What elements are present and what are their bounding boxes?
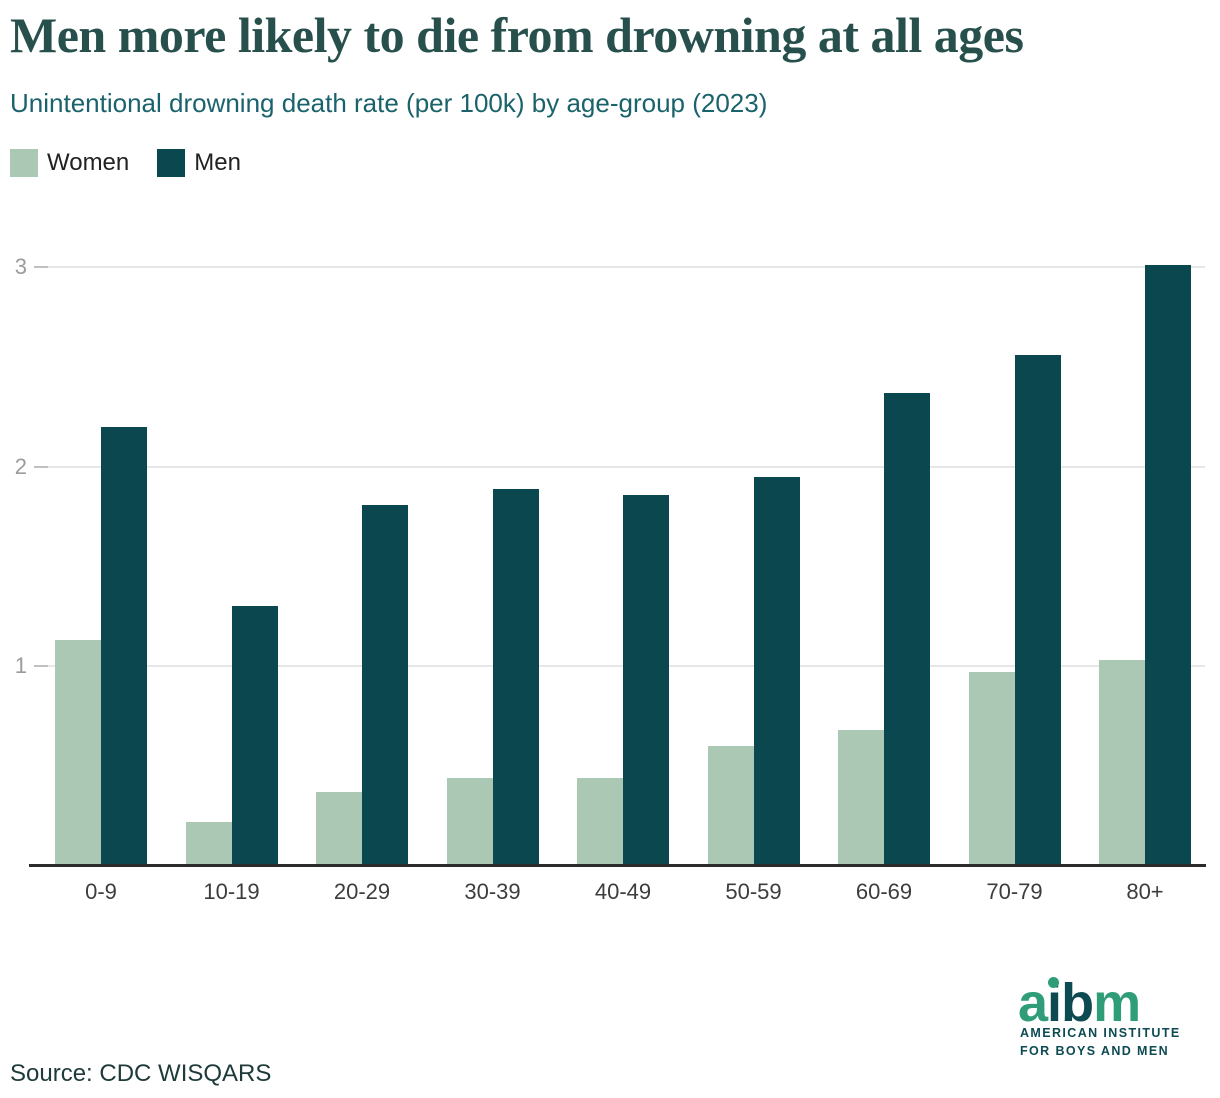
y-tick-label-2: 2 xyxy=(14,453,27,479)
bar-men-80+ xyxy=(1145,264,1191,866)
x-label-80+: 80+ xyxy=(1126,879,1164,904)
logo-letter-b: b xyxy=(1061,973,1094,1033)
y-tick-2 xyxy=(34,465,48,468)
y-tick-label-1: 1 xyxy=(14,653,27,679)
x-label-40-49: 40-49 xyxy=(594,879,652,904)
bar-men-10-19 xyxy=(231,606,278,866)
logo-line-1: AMERICAN INSTITUTE xyxy=(1020,1026,1181,1040)
bar-men-60-69 xyxy=(884,392,930,866)
x-label-30-39: 30-39 xyxy=(464,879,521,904)
bar-men-0-9 xyxy=(101,426,147,866)
legend-label-women: Women xyxy=(47,149,130,176)
gridline-3 xyxy=(34,265,1205,268)
x-label-50-59: 50-59 xyxy=(725,879,782,904)
x-label-70-79: 70-79 xyxy=(986,879,1043,904)
x-label-0-9: 0-9 xyxy=(85,879,117,904)
logo-line-2: FOR BOYS AND MEN xyxy=(1020,1044,1170,1058)
gridline-1 xyxy=(34,665,1205,668)
bar-women-0-9 xyxy=(55,640,101,866)
bar-men-30-39 xyxy=(492,488,539,866)
y-tick-3 xyxy=(34,265,48,268)
source-note: Source: CDC WISQARS xyxy=(10,1060,272,1087)
bar-women-60-69 xyxy=(838,730,884,866)
legend-item-men: Men xyxy=(157,149,241,177)
legend-label-men: Men xyxy=(194,149,241,176)
men-swatch xyxy=(157,149,186,177)
legend-item-women: Women xyxy=(10,149,129,177)
bar-men-40-49 xyxy=(623,494,669,866)
bar-women-30-39 xyxy=(446,778,493,866)
logo-letter-a: a xyxy=(1018,973,1048,1033)
women-swatch xyxy=(10,149,38,177)
x-label-60-69: 60-69 xyxy=(855,879,913,904)
legend: Women Men xyxy=(10,149,269,177)
logo-letter-m: m xyxy=(1093,973,1141,1033)
bar-women-70-79 xyxy=(968,672,1015,866)
x-label-20-29: 20-29 xyxy=(333,879,391,904)
bar-women-80+ xyxy=(1099,660,1145,866)
x-axis-line xyxy=(29,864,1206,867)
y-tick-1 xyxy=(34,665,48,668)
bar-women-10-19 xyxy=(185,822,232,866)
bar-women-40-49 xyxy=(577,778,623,866)
bar-men-50-59 xyxy=(753,476,800,866)
chart-title: Men more likely to die from drowning at … xyxy=(10,7,1024,63)
bar-women-50-59 xyxy=(707,746,754,866)
aibm-logo-word: ai bm xyxy=(1018,973,1141,1033)
logo-letter-i: i xyxy=(1047,973,1062,1033)
y-tick-label-3: 3 xyxy=(14,253,27,279)
bar-men-20-29 xyxy=(362,504,408,866)
gridline-2 xyxy=(34,465,1205,468)
chart-subtitle: Unintentional drowning death rate (per 1… xyxy=(10,88,768,118)
bar-women-20-29 xyxy=(316,792,362,866)
bar-men-70-79 xyxy=(1014,354,1061,866)
logo-i-dot xyxy=(1048,977,1060,988)
x-label-10-19: 10-19 xyxy=(203,879,260,904)
